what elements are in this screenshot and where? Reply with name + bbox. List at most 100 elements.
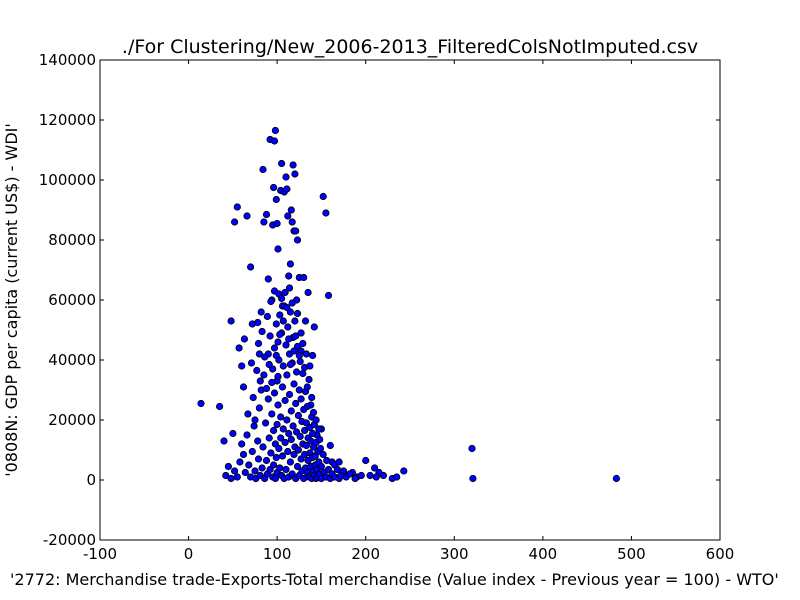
data-point — [289, 422, 297, 430]
data-point — [295, 386, 303, 394]
data-point — [233, 203, 241, 211]
data-point — [285, 429, 293, 438]
data-point — [259, 443, 267, 451]
data-point — [296, 432, 304, 441]
data-point — [319, 450, 327, 459]
data-point — [263, 312, 271, 321]
x-tick-label: 600 — [706, 545, 735, 563]
points-layer — [197, 126, 621, 483]
data-point — [267, 449, 275, 457]
data-point — [316, 435, 324, 444]
data-point — [233, 473, 241, 481]
data-point — [285, 335, 293, 343]
data-point — [323, 456, 331, 465]
data-point — [258, 327, 266, 336]
data-point — [300, 273, 308, 282]
data-point — [282, 341, 290, 349]
data-point — [262, 210, 271, 219]
data-point — [258, 464, 266, 472]
data-point — [370, 464, 379, 472]
data-point — [243, 212, 251, 220]
data-point — [284, 212, 292, 220]
data-point — [283, 185, 291, 193]
data-point — [287, 435, 295, 444]
data-point — [285, 284, 294, 292]
data-point — [272, 320, 280, 328]
data-point — [239, 383, 248, 391]
data-point — [295, 351, 303, 360]
x-tick-label: 400 — [529, 545, 558, 563]
x-ticks: -100 0 100 200 300 400 500 600 — [83, 60, 734, 563]
data-point — [216, 402, 224, 411]
data-point — [308, 351, 317, 360]
data-point — [279, 362, 287, 370]
data-point — [247, 263, 255, 271]
data-point — [261, 353, 269, 361]
data-point — [346, 470, 354, 478]
x-tick-label: 100 — [263, 545, 292, 563]
data-point — [276, 464, 284, 472]
data-point — [264, 275, 272, 283]
data-point — [245, 461, 253, 469]
data-point — [292, 227, 300, 235]
data-point — [248, 447, 256, 456]
data-point — [366, 471, 374, 480]
data-point — [288, 299, 296, 307]
data-point — [231, 467, 239, 475]
data-point — [265, 434, 273, 442]
data-point — [239, 450, 248, 459]
data-point — [272, 195, 280, 204]
data-point — [262, 456, 271, 465]
data-point — [249, 393, 257, 402]
data-point — [316, 444, 325, 453]
x-tick-label: -100 — [83, 545, 117, 563]
y-tick-label: 120000 — [39, 111, 96, 129]
data-point — [612, 474, 621, 483]
y-tick-label: 80000 — [48, 231, 96, 249]
data-point — [277, 434, 285, 442]
data-point — [276, 311, 284, 319]
data-point — [302, 350, 310, 358]
data-point — [400, 467, 408, 475]
chart-title: ./For Clustering/New_2006-2013_FilteredC… — [122, 36, 698, 58]
data-point — [322, 209, 330, 217]
data-point — [291, 170, 299, 178]
data-point — [247, 359, 256, 367]
data-point — [278, 383, 287, 391]
data-point — [303, 402, 311, 411]
data-point — [277, 159, 286, 168]
data-point — [293, 236, 302, 244]
data-point — [236, 458, 244, 466]
data-point — [279, 317, 287, 325]
data-point — [305, 375, 313, 384]
data-point — [290, 450, 298, 459]
y-tick-label: 60000 — [48, 291, 96, 309]
data-point — [278, 452, 287, 460]
data-point — [270, 344, 279, 352]
data-point — [259, 165, 267, 174]
data-point — [265, 360, 273, 369]
data-point — [273, 219, 281, 228]
data-point — [283, 303, 291, 312]
data-point — [286, 458, 294, 466]
data-point — [271, 474, 279, 483]
data-point — [235, 344, 243, 352]
y-axis-title: '0808N: GDP per capita (current US$) - W… — [2, 123, 21, 477]
data-point — [289, 161, 297, 169]
data-point — [273, 420, 281, 429]
data-point — [240, 335, 248, 343]
data-point — [469, 474, 477, 483]
data-point — [468, 444, 476, 453]
data-point — [335, 458, 343, 466]
y-tick-label: -20000 — [43, 531, 96, 549]
data-point — [231, 218, 239, 226]
data-point — [304, 288, 312, 297]
y-tick-label: 0 — [86, 471, 96, 489]
data-point — [281, 438, 289, 447]
data-point — [281, 288, 289, 297]
data-point — [261, 419, 270, 427]
data-point — [229, 429, 237, 438]
data-point — [227, 474, 235, 483]
data-point — [260, 218, 268, 226]
